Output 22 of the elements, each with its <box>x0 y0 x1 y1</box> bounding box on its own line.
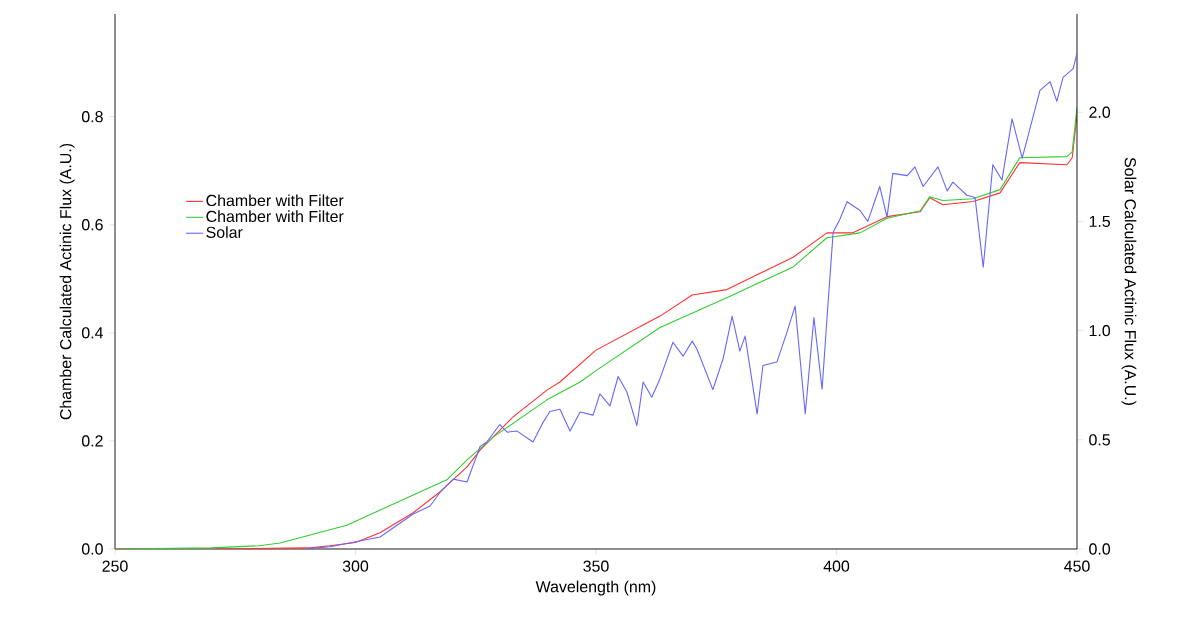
y-tick-label: 0.6 <box>81 219 103 231</box>
y-tick-label: 0.8 <box>81 111 103 123</box>
line-series <box>306 52 1078 549</box>
y-tick-label: 0.0 <box>81 543 103 555</box>
y2-tick-label: 0.0 <box>1089 543 1111 555</box>
legend-label: Chamber with Filter <box>206 210 344 223</box>
x-tick-label: 400 <box>823 560 850 572</box>
y2-tick-label: 1.0 <box>1089 324 1111 337</box>
y-tick-label: 0.2 <box>81 435 103 447</box>
x-tick-label: 350 <box>583 560 609 572</box>
y2-tick-label: 0.5 <box>1089 434 1111 446</box>
legend-label: Chamber with Filter <box>206 194 344 207</box>
legend-label: Solar <box>206 226 243 238</box>
y2-tick-label: 1.5 <box>1089 215 1111 228</box>
y2-tick-label: 2.0 <box>1089 106 1111 118</box>
x-tick-label: 300 <box>342 560 369 572</box>
y2-axis-title: Solar Calculated Actinic Flux (A.U.) <box>1121 157 1137 405</box>
x-axis-title: Wavelength (nm) <box>535 580 656 596</box>
y-axis-title: Chamber Calculated Actinic Flux (A.U.) <box>59 143 75 420</box>
y-tick-label: 0.4 <box>81 327 104 339</box>
x-tick-label: 450 <box>1064 560 1090 572</box>
x-tick-label: 250 <box>102 560 128 572</box>
